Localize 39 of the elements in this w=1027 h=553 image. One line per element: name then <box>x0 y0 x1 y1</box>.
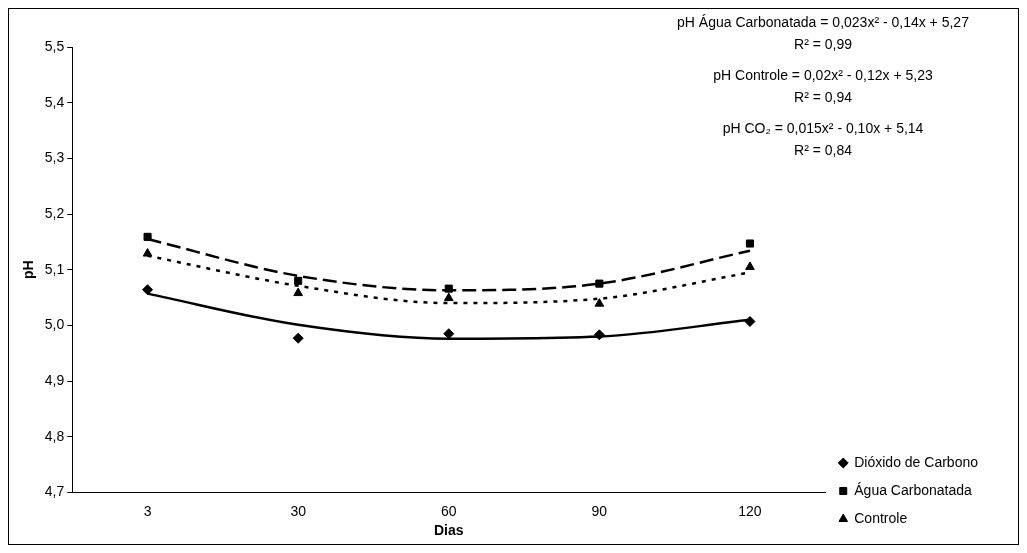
annotation: R² = 0,84 <box>794 141 853 158</box>
point <box>444 284 453 293</box>
y-axis-title: pH <box>20 260 37 280</box>
point <box>293 287 303 297</box>
point <box>594 298 605 307</box>
y-tick-label: 5,1 <box>44 260 65 277</box>
point <box>593 329 605 341</box>
y-tick-label: 5,3 <box>44 149 65 166</box>
point <box>292 332 304 344</box>
annotation: pH CO₂ = 0,015x² - 0,10x + 5,14 <box>722 119 924 136</box>
point <box>143 232 152 241</box>
legend-label: Dióxido de Carbono <box>854 453 979 470</box>
x-axis-title: Dias <box>433 522 464 539</box>
x-tick-label: 30 <box>290 502 307 519</box>
annotation: R² = 0,99 <box>794 35 853 52</box>
point <box>443 292 454 302</box>
x-tick-label: 3 <box>143 502 152 519</box>
point <box>595 279 604 288</box>
y-tick-label: 4,7 <box>44 483 65 500</box>
text: pH Água Carbonatada = 0,023x² - 0,14x + 5,27 <box>677 13 970 30</box>
point <box>744 315 756 327</box>
y-tick-label: 5,0 <box>44 316 65 333</box>
legend-label: Água Carbonatada <box>854 481 973 498</box>
point <box>294 276 303 285</box>
y-tick-label: 4,8 <box>44 427 65 444</box>
x-tick-label: 90 <box>591 502 608 519</box>
annotation: R² = 0,94 <box>794 88 853 105</box>
y-tick-label: 5,5 <box>44 37 65 54</box>
x-tick-label: 60 <box>440 502 457 519</box>
point <box>142 284 154 296</box>
point <box>142 248 153 257</box>
annotation: pH Controle = 0,02x² - 0,12x + 5,23 <box>713 66 933 83</box>
point <box>745 261 755 270</box>
point <box>745 239 754 248</box>
legend-label: Controle <box>854 509 908 526</box>
y-tick-label: 5,4 <box>44 93 65 110</box>
x-tick-label: 120 <box>738 502 762 519</box>
y-tick-label: 5,2 <box>44 204 65 221</box>
y-tick-label: 4,9 <box>44 371 65 388</box>
